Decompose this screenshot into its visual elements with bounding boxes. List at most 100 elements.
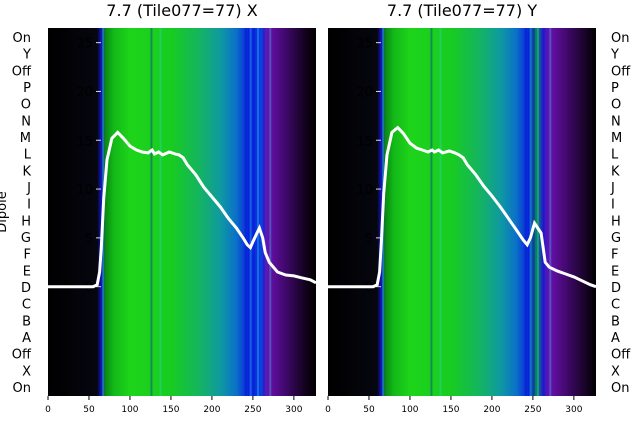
heatmap-stripe xyxy=(262,28,265,396)
dipole-tick-label: On xyxy=(611,381,629,396)
dipole-tick-label: C xyxy=(22,298,31,313)
dipole-tick-label: O xyxy=(611,98,621,113)
x-tick-label: 300 xyxy=(285,405,302,415)
heatmap-stripe xyxy=(252,28,255,396)
x-tick-label: 250 xyxy=(244,405,261,415)
panel-x-x-ticks: 0 50 100 150 200 250 300 xyxy=(45,396,303,415)
x-tick-label: 100 xyxy=(121,405,138,415)
dipole-tick-label: On xyxy=(13,31,31,46)
dipole-tick-label: B xyxy=(22,314,31,329)
dipole-tick-label: X xyxy=(611,364,620,379)
dipole-tick-label: N xyxy=(21,114,31,129)
dipole-tick-label: Off xyxy=(12,348,32,363)
heatmap-stripe xyxy=(379,28,382,396)
overlay-tick-label: 5 xyxy=(365,232,373,247)
overlay-tick-label: 25 xyxy=(356,37,373,52)
dipole-tick-label: B xyxy=(611,314,620,329)
dipole-tick-label: Y xyxy=(610,48,619,63)
dipole-tick-label: X xyxy=(22,364,31,379)
panel-y-heatmap xyxy=(328,28,596,396)
dipole-tick-label: A xyxy=(611,331,620,346)
dipole-tick-label: J xyxy=(26,181,31,196)
dipole-tick-label: A xyxy=(22,331,31,346)
overlay-tick-label: 20 xyxy=(356,85,373,100)
x-tick-label: 250 xyxy=(524,405,541,415)
x-tick-label: 50 xyxy=(83,405,95,415)
dipole-tick-label: H xyxy=(611,214,621,229)
dipole-tick-label: P xyxy=(611,81,619,96)
x-tick-label: 150 xyxy=(442,405,459,415)
panel-y-power-line xyxy=(328,125,597,289)
panel-x-power-line xyxy=(48,130,317,289)
dipole-tick-label: H xyxy=(21,214,31,229)
overlay-tick-label: 15 xyxy=(76,134,93,149)
dipole-tick-label: Y xyxy=(22,48,31,63)
dipole-tick-label: O xyxy=(21,98,31,113)
heatmap-stripe xyxy=(249,28,252,396)
overlay-tick-label: 5 xyxy=(85,232,93,247)
x-tick-label: 300 xyxy=(565,405,582,415)
x-tick-label: 200 xyxy=(483,405,500,415)
heatmap-stripe xyxy=(159,28,162,396)
heatmap-stripe xyxy=(549,28,552,396)
dipole-tick-label: L xyxy=(611,148,619,163)
dipole-tick-label: K xyxy=(22,164,31,179)
x-tick-label: 200 xyxy=(203,405,220,415)
heatmap-stripe xyxy=(430,28,433,396)
x-tick-label: 0 xyxy=(325,405,331,415)
x-tick-label: 150 xyxy=(162,405,179,415)
heatmap-stripe xyxy=(439,28,442,396)
panel-y-x-ticks: 0 50 100 150 200 250 300 xyxy=(325,396,583,415)
dipole-tick-label: Off xyxy=(12,64,32,79)
x-tick-label: 50 xyxy=(363,405,375,415)
dipole-tick-label: F xyxy=(611,248,618,263)
dipole-tick-label: C xyxy=(611,298,620,313)
heatmap-stripe xyxy=(244,28,247,396)
heatmap-stripe xyxy=(99,28,102,396)
overlay-tick-label: 15 xyxy=(356,134,373,149)
overlay-tick-label: 25 xyxy=(76,37,93,52)
dipole-tick-label: M xyxy=(611,131,622,146)
x-tick-label: 0 xyxy=(45,405,51,415)
dipole-tick-label: L xyxy=(24,148,32,163)
dipole-tick-label: J xyxy=(610,181,615,196)
heatmap-stripe xyxy=(150,28,153,396)
dipole-tick-label: P xyxy=(23,81,31,96)
heatmap-stripe xyxy=(542,28,545,396)
dipole-tick-label: D xyxy=(611,281,621,296)
y-axis-label: Dipole xyxy=(0,191,10,232)
overlay-tick-label: 10 xyxy=(356,183,373,198)
overlay-tick-label: 10 xyxy=(76,183,93,198)
heatmap-stripe xyxy=(536,28,539,396)
x-tick-label: 100 xyxy=(401,405,418,415)
panel-y-title: 7.7 (Tile077=77) Y xyxy=(387,1,537,20)
dipole-tick-label: On xyxy=(13,381,31,396)
heatmap-stripe xyxy=(269,28,272,396)
dipole-tick-label: K xyxy=(611,164,620,179)
overlay-tick-label: 20 xyxy=(76,85,93,100)
dipole-tick-label: Off xyxy=(611,348,631,363)
dipole-tick-label: I xyxy=(27,198,31,213)
dipole-tick-label: On xyxy=(611,31,629,46)
panel-x-title: 7.7 (Tile077=77) X xyxy=(106,1,257,20)
heatmap-stripe xyxy=(524,28,527,396)
dipole-tick-label: N xyxy=(611,114,621,129)
dipole-tick-label: F xyxy=(24,248,31,263)
heatmap-stripe xyxy=(256,28,259,396)
dipole-tick-label: E xyxy=(23,264,31,279)
panel-x-heatmap xyxy=(48,28,316,396)
heatmap-stripe xyxy=(529,28,532,396)
dipole-tick-label: Off xyxy=(611,64,631,79)
dipole-tick-label: I xyxy=(611,198,615,213)
dipole-tick-label: M xyxy=(20,131,31,146)
dipole-tick-label: D xyxy=(21,281,31,296)
dipole-tick-label: G xyxy=(21,231,31,246)
heatmap-stripe xyxy=(532,28,535,396)
dipole-tick-label: E xyxy=(611,264,619,279)
dipole-tick-label: G xyxy=(611,231,621,246)
